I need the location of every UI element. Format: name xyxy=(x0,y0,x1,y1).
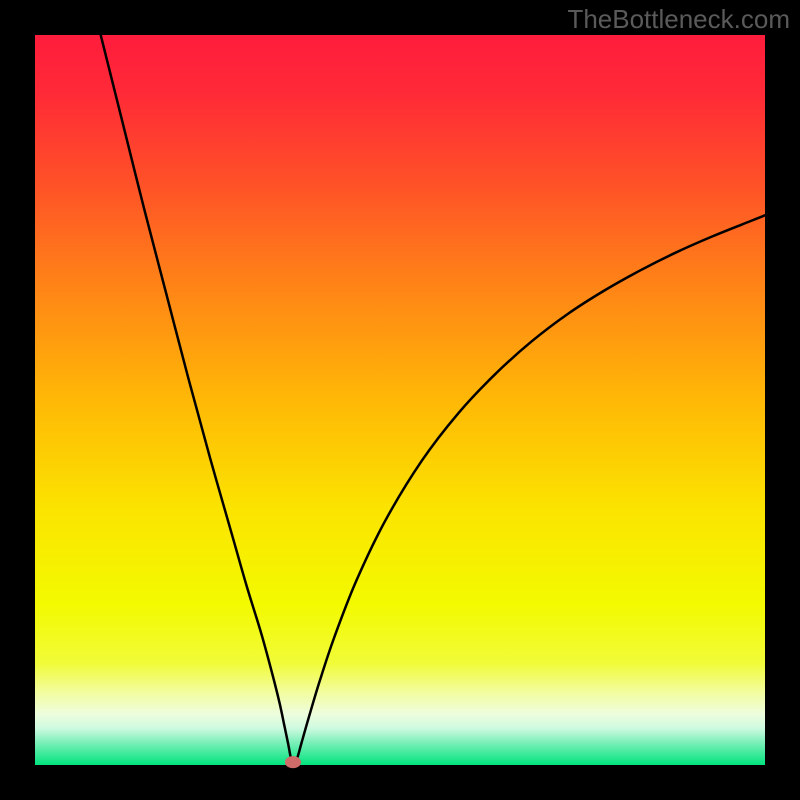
bottleneck-curve xyxy=(35,35,765,765)
watermark-text: TheBottleneck.com xyxy=(567,4,790,35)
plot-area xyxy=(35,35,765,765)
optimum-marker xyxy=(285,756,301,768)
chart-canvas: TheBottleneck.com xyxy=(0,0,800,800)
